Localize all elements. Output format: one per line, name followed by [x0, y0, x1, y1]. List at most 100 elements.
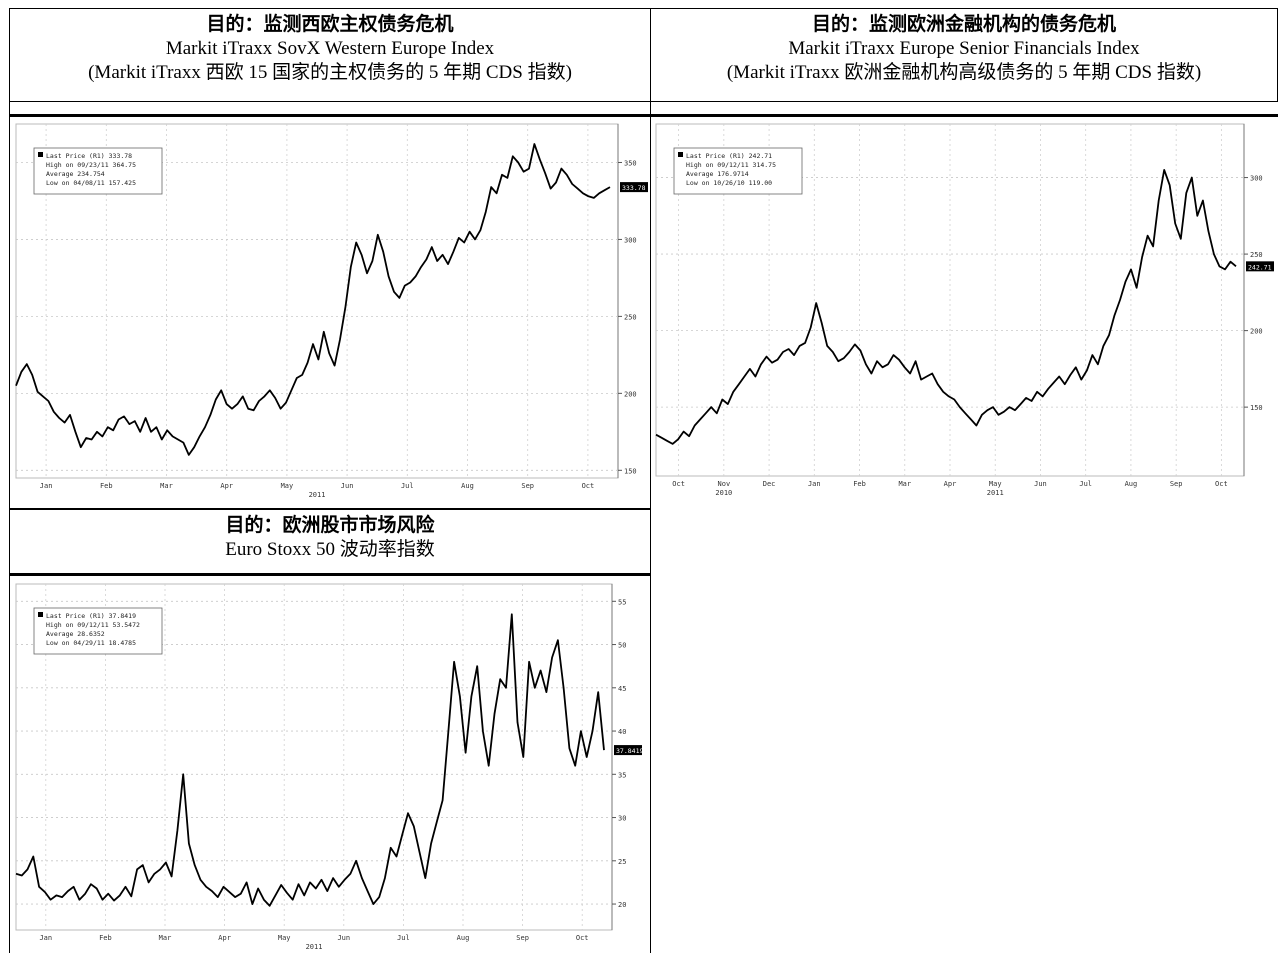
- x-year-label: 2011: [309, 491, 326, 499]
- legend-entry: Average 28.6352: [46, 630, 105, 638]
- last-price-label: 333.78: [622, 184, 646, 192]
- legend-entry: Average 234.754: [46, 170, 105, 178]
- x-tick-label: Feb: [99, 934, 112, 942]
- legend-entry: Last Price (R1) 242.71: [686, 152, 772, 160]
- legend-entry: Last Price (R1) 333.78: [46, 152, 132, 160]
- legend-box: [33, 147, 163, 195]
- x-tick-label: Apr: [944, 480, 957, 488]
- x-year-label: 2010: [715, 489, 732, 497]
- y-tick-label: 250: [624, 313, 637, 321]
- x-tick-label: Mar: [160, 482, 173, 490]
- top-charts-divider: [9, 114, 1278, 117]
- panel-1-title: 目的：监测西欧主权债务危机: [206, 14, 454, 35]
- x-tick-label: Aug: [457, 934, 470, 942]
- bottom-chart-divider: [9, 573, 651, 576]
- x-tick-label: Oct: [576, 934, 589, 942]
- panel-3-subtitle: Euro Stoxx 50 波动率指数: [225, 539, 435, 560]
- x-tick-label: Feb: [100, 482, 113, 490]
- x-tick-label: Oct: [582, 482, 595, 490]
- x-tick-label: May: [989, 480, 1002, 488]
- x-tick-label: Jul: [1079, 480, 1092, 488]
- x-tick-label: Oct: [1215, 480, 1228, 488]
- x-tick-label: Aug: [461, 482, 474, 490]
- y-tick-label: 150: [1250, 404, 1263, 412]
- last-price-label: 37.8419: [616, 747, 643, 755]
- y-tick-label: 20: [618, 901, 626, 909]
- panel-2-header: 目的：监测欧洲金融机构的债务危机 Markit iTraxx Europe Se…: [650, 8, 1278, 102]
- x-tick-label: Jan: [40, 482, 53, 490]
- x-tick-label: May: [281, 482, 294, 490]
- y-tick-label: 200: [624, 390, 637, 398]
- x-tick-label: Apr: [220, 482, 233, 490]
- last-price-label: 242.71: [1248, 263, 1272, 271]
- panel-2-title: 目的：监测欧洲金融机构的债务危机: [811, 14, 1116, 35]
- series-line: [15, 613, 605, 907]
- last-price-tag: [1246, 261, 1274, 272]
- panel-2-subtitle: Markit iTraxx Europe Senior Financials I…: [788, 38, 1140, 59]
- chart-senior-financials: 150 200 250 300 Oct Nov Dec Jan Feb Mar Apr May Jun J…: [652, 118, 1278, 508]
- legend-entry: Low on 10/26/10 119.00: [686, 179, 772, 187]
- x-tick-label: Oct: [672, 480, 685, 488]
- x-tick-label: Feb: [853, 480, 866, 488]
- y-tick-label: 200: [1250, 328, 1263, 336]
- series-line: [655, 169, 1237, 445]
- series-line: [15, 143, 611, 456]
- legend-entry: High on 09/12/11 314.75: [686, 161, 776, 169]
- x-tick-label: Mar: [898, 480, 911, 488]
- y-tick-label: 55: [618, 598, 626, 606]
- panel-3-header: 目的：欧洲股市市场风险 Euro Stoxx 50 波动率指数: [9, 508, 651, 574]
- x-tick-label: Jan: [39, 934, 52, 942]
- y-tick-label: 25: [618, 858, 626, 866]
- x-tick-label: Aug: [1125, 480, 1138, 488]
- legend-box: [673, 147, 803, 195]
- y-tick-label: 45: [618, 685, 626, 693]
- legend-entry: Average 176.9714: [686, 170, 749, 178]
- x-tick-label: Sep: [516, 934, 529, 942]
- panel-2-note: (Markit iTraxx 欧洲金融机构高级债务的 5 年期 CDS 指数): [726, 62, 1202, 83]
- legend-entry: High on 09/12/11 53.5472: [46, 621, 140, 629]
- panel-1-header: 目的：监测西欧主权债务危机 Markit iTraxx SovX Western…: [9, 8, 651, 102]
- x-tick-label: Dec: [763, 480, 776, 488]
- y-tick-label: 300: [1250, 175, 1263, 183]
- x-tick-label: Sep: [521, 482, 534, 490]
- legend-entry: High on 09/23/11 364.75: [46, 161, 136, 169]
- chart-sovx: 150 200 250 300 350 Jan Feb Mar Apr May Jun Jul Aug S…: [12, 118, 648, 503]
- x-tick-label: Jun: [1034, 480, 1047, 488]
- x-year-label: 2011: [987, 489, 1004, 497]
- x-tick-label: Jan: [808, 480, 821, 488]
- x-tick-label: Jun: [337, 934, 350, 942]
- column-divider: [650, 8, 651, 508]
- bottom-right-border: [650, 508, 651, 953]
- x-year-label: 2011: [306, 943, 323, 951]
- top-left-border: [9, 102, 10, 508]
- y-tick-label: 300: [624, 236, 637, 244]
- legend-entry: Last Price (R1) 37.8419: [46, 612, 136, 620]
- last-price-tag: [620, 182, 648, 193]
- y-tick-label: 40: [618, 728, 626, 736]
- x-tick-label: Nov: [718, 480, 731, 488]
- legend-box: [33, 607, 163, 655]
- x-tick-label: Apr: [218, 934, 231, 942]
- x-tick-label: Jul: [397, 934, 410, 942]
- panel-1-subtitle: Markit iTraxx SovX Western Europe Index: [165, 38, 495, 59]
- chart-vstoxx-svg: 20 25 30 35 40 45 50 55 Jan Feb Mar Apr May Jun Jul Aug…: [15, 583, 643, 951]
- y-tick-label: 50: [618, 642, 626, 650]
- y-tick-label: 250: [1250, 251, 1263, 259]
- last-price-tag: [614, 745, 642, 756]
- legend-entry: Low on 04/08/11 157.425: [46, 179, 136, 187]
- chart-sovx-svg: 150 200 250 300 350 Jan Feb Mar Apr May Jun Jul Aug S…: [15, 123, 648, 499]
- bottom-left-border: [9, 508, 10, 953]
- y-tick-label: 30: [618, 815, 626, 823]
- legend-marker: [38, 612, 43, 617]
- y-tick-label: 150: [624, 467, 637, 475]
- x-tick-label: May: [278, 934, 291, 942]
- legend-marker: [678, 152, 683, 157]
- chart-senior-financials-svg: 150 200 250 300 Oct Nov Dec Jan Feb Mar Apr May Jun J…: [655, 123, 1274, 497]
- x-tick-label: Jul: [401, 482, 414, 490]
- x-tick-label: Sep: [1170, 480, 1183, 488]
- panel-1-note: (Markit iTraxx 西欧 15 国家的主权债务的 5 年期 CDS 指…: [88, 62, 572, 83]
- x-tick-label: Jun: [341, 482, 354, 490]
- chart-vstoxx: 20 25 30 35 40 45 50 55 Jan Feb Mar Apr May Jun Jul Aug…: [12, 578, 648, 953]
- legend-entry: Low on 04/29/11 18.4785: [46, 639, 136, 647]
- y-tick-label: 35: [618, 771, 626, 779]
